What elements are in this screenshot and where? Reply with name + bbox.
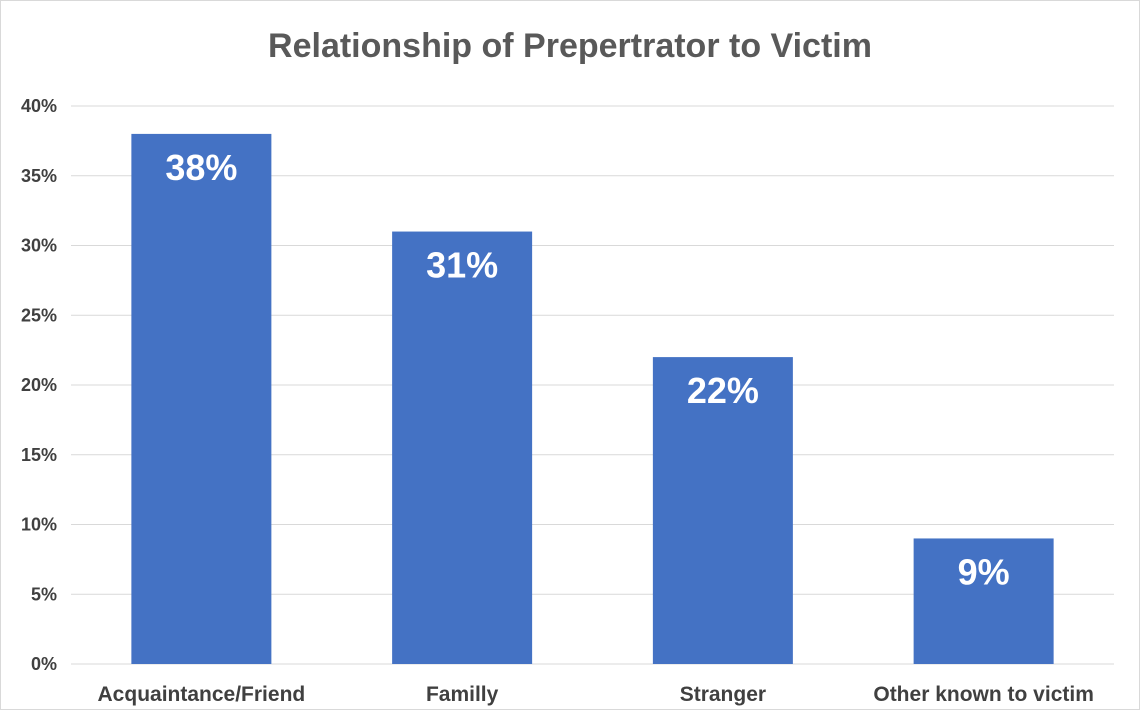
category-label: Stranger: [680, 683, 766, 706]
bar: [131, 133, 272, 664]
bar: [392, 231, 533, 665]
y-tick-label: 0%: [31, 654, 57, 674]
chart-title: Relationship of Prepertrator to Victim: [268, 27, 872, 65]
y-tick-label: 35%: [21, 166, 57, 186]
y-axis-tick-labels: 0% 5% 10% 15% 20% 25% 30% 35% 40%: [21, 96, 57, 674]
y-tick-label: 20%: [21, 375, 57, 395]
y-tick-label: 30%: [21, 236, 57, 256]
y-tick-label: 25%: [21, 305, 57, 325]
data-label: 31%: [426, 245, 498, 286]
category-label: Familly: [426, 683, 499, 706]
bars: [131, 133, 1054, 665]
y-tick-label: 15%: [21, 445, 57, 465]
x-axis-category-labels: Acquaintance/Friend Familly Stranger Other …: [98, 683, 1094, 706]
category-label: Other known to victim: [873, 683, 1094, 706]
data-label: 9%: [958, 551, 1010, 592]
bar: [913, 538, 1054, 664]
data-labels: 38% 31% 22% 9%: [165, 147, 1009, 593]
y-tick-label: 40%: [21, 96, 57, 116]
category-label: Acquaintance/Friend: [98, 683, 306, 706]
y-tick-label: 5%: [31, 584, 57, 604]
y-tick-label: 10%: [21, 515, 57, 535]
data-label: 38%: [165, 147, 237, 188]
data-label: 22%: [687, 370, 759, 411]
bar: [652, 357, 793, 664]
